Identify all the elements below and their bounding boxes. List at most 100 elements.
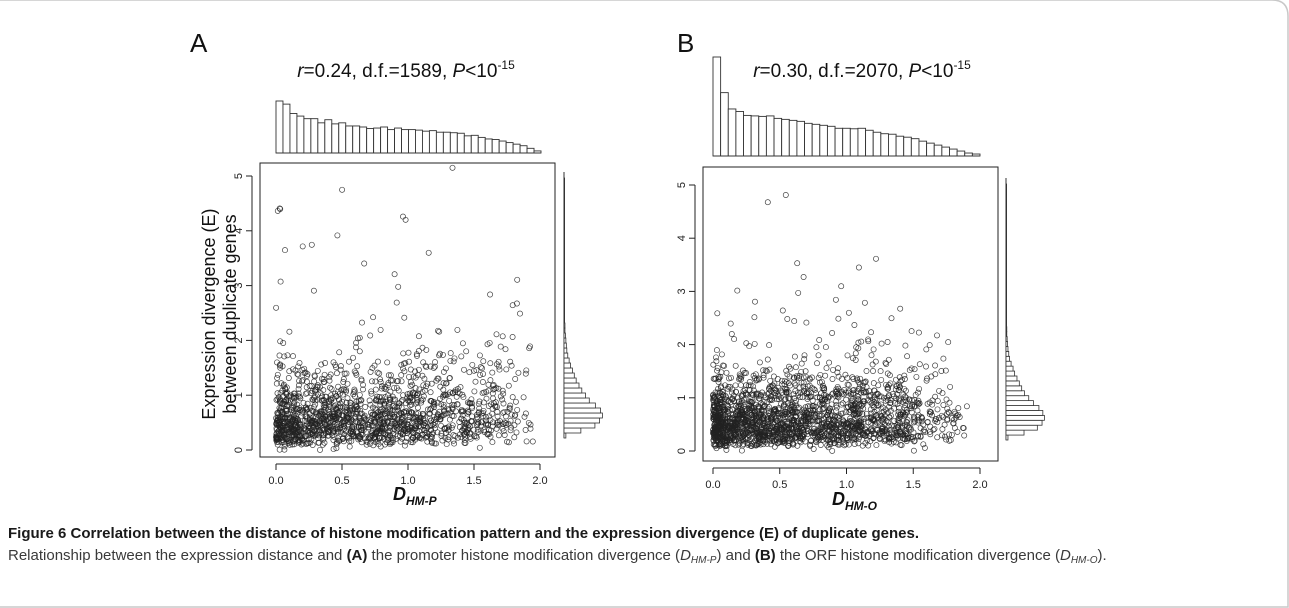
panel-b-y-hist-bar — [1005, 227, 1008, 234]
panel-a-data-point — [446, 374, 453, 381]
panel-b-data-point — [769, 438, 776, 445]
panel-a-points — [273, 164, 536, 453]
panel-b-data-point — [789, 429, 796, 436]
panel-a-data-point — [292, 437, 299, 444]
panel-a-x-hist-bar — [415, 129, 423, 154]
panel-b-y-hist-bar — [1005, 267, 1008, 274]
panel-b-data-point — [904, 353, 911, 360]
panel-a-data-point — [464, 407, 471, 414]
panel-b-data-point — [782, 192, 789, 198]
panel-a-data-point — [303, 418, 310, 425]
panel-b-y-hist-bar — [1005, 365, 1014, 372]
panel-a-data-point — [381, 420, 388, 427]
panel-b-x-hist-bar — [811, 123, 821, 157]
panel-a-data-point — [474, 426, 481, 433]
panel-b-data-point — [909, 403, 916, 410]
panel-b-data-point — [872, 358, 879, 365]
panel-b-data-point — [934, 434, 941, 441]
panel-a-data-point — [286, 428, 293, 435]
panel-a-data-point — [283, 407, 290, 414]
panel-b-data-point — [911, 414, 918, 421]
panel-a-data-point — [523, 367, 530, 374]
panel-a-data-point — [367, 401, 374, 408]
panel-a-data-point — [473, 434, 480, 441]
panel-b-data-point — [940, 355, 947, 362]
panel-a-data-point — [421, 422, 427, 428]
panel-a-data-point — [361, 260, 368, 267]
panel-b-data-point — [888, 429, 895, 436]
panel-a-data-point — [517, 310, 523, 317]
panel-b-data-point — [865, 442, 872, 449]
panel-a-x-hist-bar — [338, 122, 347, 154]
panel-b-data-point — [806, 403, 813, 410]
panel-a-data-point — [500, 421, 507, 428]
panel-b-data-point — [819, 398, 826, 405]
panel-b-data-point — [742, 390, 749, 396]
panel-b-data-point — [943, 436, 950, 443]
panel-a-y-hist-bar — [563, 187, 566, 194]
panel-a-data-point — [420, 410, 427, 417]
panel-a-data-point — [434, 375, 441, 382]
panel-b-data-point — [767, 437, 773, 444]
panel-b-data-point — [723, 369, 730, 376]
panel-a-x-hist-bar — [484, 138, 493, 154]
panel-a-data-point — [376, 370, 383, 377]
panel-a-data-point — [402, 438, 409, 445]
panel-b-data-point — [816, 337, 823, 343]
panel-a-data-point — [455, 434, 462, 441]
panel-a-data-point — [523, 438, 530, 445]
panel-b-data-point — [887, 399, 894, 406]
panel-a-data-point — [468, 396, 475, 403]
panel-a-data-point — [409, 439, 416, 446]
panel-a-data-point — [511, 422, 518, 429]
caption-part-6: ) and — [716, 547, 755, 564]
panel-b-x-hist-bar — [796, 120, 805, 157]
panel-b-data-point — [755, 438, 762, 444]
panel-b-data-point — [810, 429, 817, 436]
panel-b-data-point — [714, 434, 721, 441]
panel-b-letter: B — [677, 28, 694, 58]
panel-b-data-point — [726, 416, 733, 423]
panel-a-data-point — [384, 359, 391, 366]
panel-a-data-point — [471, 367, 477, 374]
panel-b-data-point — [829, 376, 836, 382]
panel-a-data-point — [415, 366, 422, 373]
panel-b-data-point — [838, 283, 845, 290]
panel-a-data-point — [437, 416, 443, 422]
panel-a-data-point — [339, 419, 345, 426]
panel-a-data-point — [318, 397, 325, 404]
panel-b-data-point — [942, 367, 949, 374]
panel-b-data-point — [810, 446, 817, 452]
panel-b-x-hist-bar — [933, 144, 943, 157]
panel-b-y-axis: 0 1 2 3 4 5 — [676, 182, 696, 454]
panel-a-data-point — [329, 429, 336, 436]
panel-b-data-point — [833, 421, 840, 428]
panel-b-x-hist-bar — [918, 140, 928, 157]
panel-a-data-point — [441, 425, 448, 432]
panel-b-data-point — [934, 397, 941, 404]
panel-a-data-point — [366, 397, 373, 404]
panel-a-data-point — [405, 349, 412, 356]
panel-a-data-point — [359, 319, 365, 326]
panel-b-data-point — [726, 425, 733, 432]
panel-a-data-point — [368, 388, 375, 395]
panel-b-data-point — [826, 427, 833, 434]
panel-b-data-point — [875, 401, 882, 408]
panel-a-data-point — [467, 423, 474, 430]
panel-b-data-point — [835, 394, 842, 401]
panel-b-data-point — [742, 423, 749, 430]
panel-b-data-point — [916, 361, 923, 368]
panel-a-x-hist-bar — [491, 139, 500, 154]
panel-a-data-point — [397, 432, 404, 439]
panel-b-data-point — [767, 397, 774, 404]
panel-a-x-hist-bar — [352, 125, 361, 154]
panel-b-y-tick-label: 5 — [676, 182, 688, 188]
panel-a-y-hist-bar — [563, 372, 575, 379]
panel-b-data-point — [751, 340, 758, 347]
panel-a-x-hist-bar — [282, 103, 291, 154]
panel-b-data-point — [767, 410, 774, 417]
panel-a-data-point — [309, 442, 316, 448]
panel-a-data-point — [400, 365, 406, 372]
caption-part-2: (A) — [346, 547, 368, 564]
